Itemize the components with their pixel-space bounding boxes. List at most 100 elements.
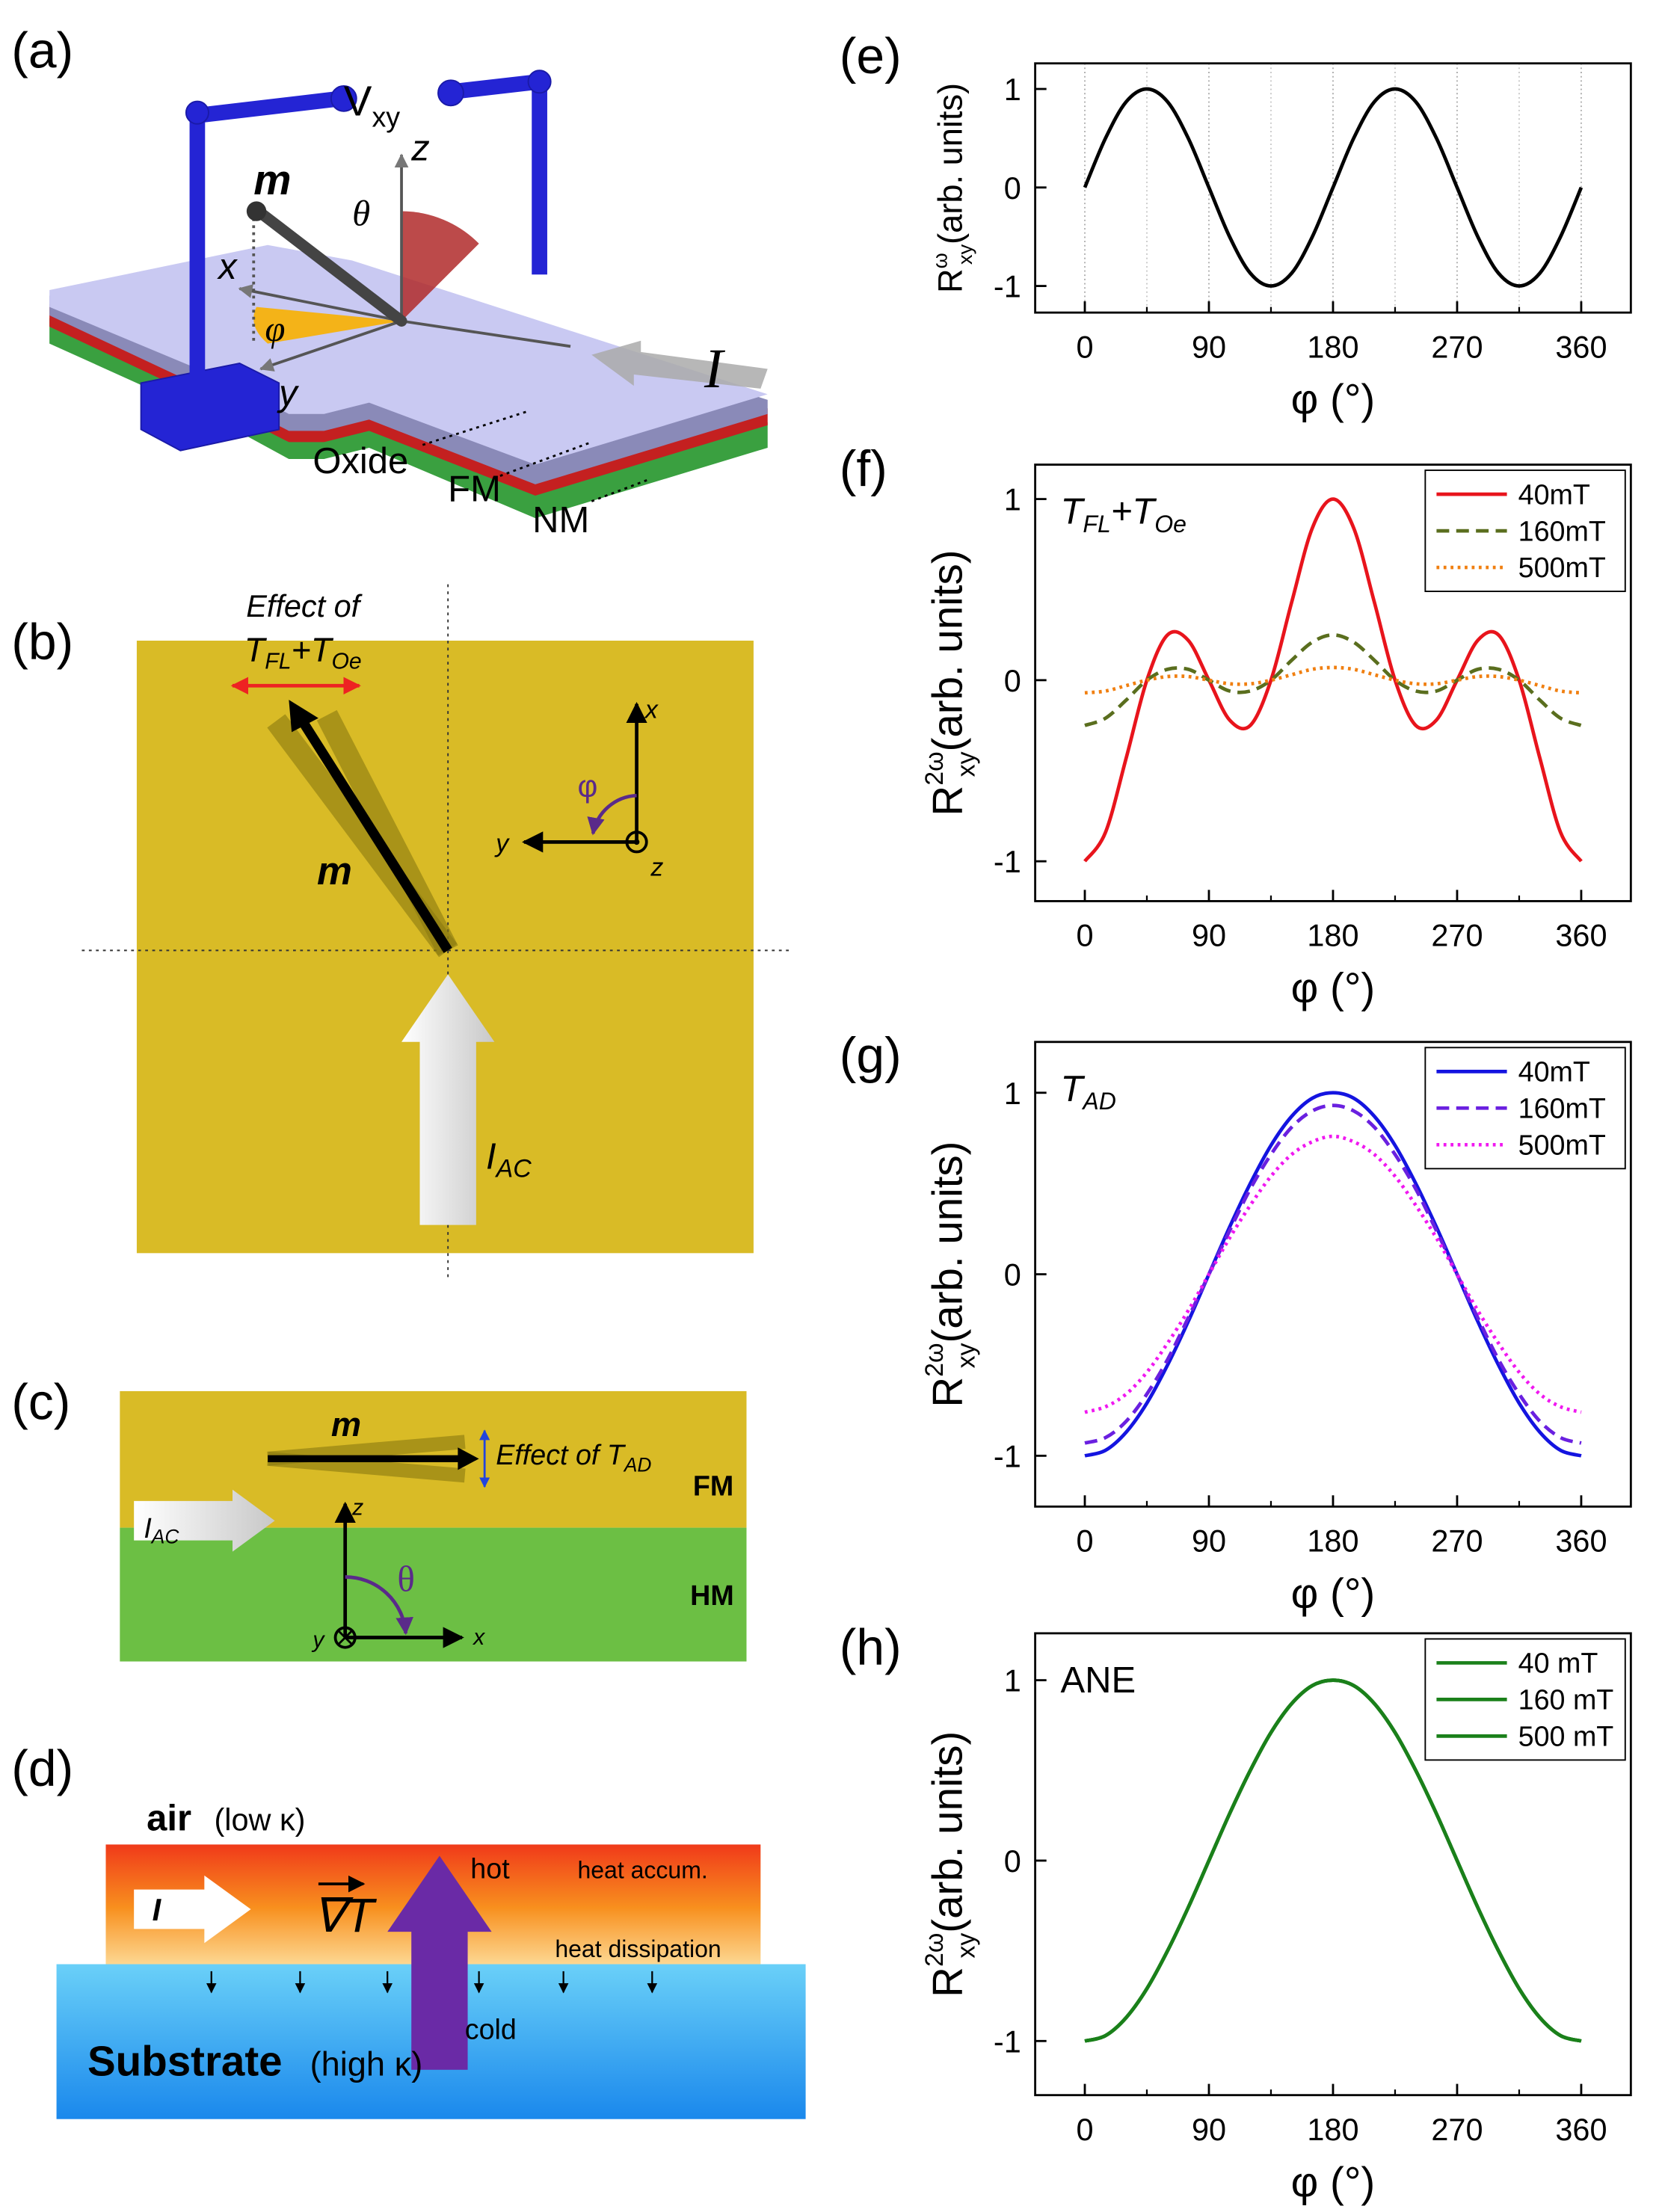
y-axis-title-part: xy bbox=[952, 1933, 981, 1959]
hall-bar bbox=[49, 244, 768, 519]
shape bbox=[437, 79, 464, 107]
y-axis-title: Rω xy(arb. units) bbox=[928, 83, 976, 293]
m-vector bbox=[256, 208, 407, 327]
legend-label: 500mT bbox=[1518, 552, 1606, 583]
label: hot bbox=[470, 1853, 510, 1885]
gradient-arrow bbox=[387, 1855, 492, 2070]
annotation-part: ANE bbox=[1061, 1660, 1136, 1701]
plot-frame bbox=[1034, 1632, 1632, 2097]
y-tick-label: 0 bbox=[1004, 170, 1021, 206]
label: m bbox=[331, 1405, 361, 1444]
plot-frame bbox=[1034, 62, 1632, 314]
text-part: + bbox=[291, 631, 310, 669]
shape bbox=[185, 100, 209, 125]
electrodes bbox=[140, 70, 552, 452]
current-arrow bbox=[134, 1875, 251, 1944]
label: z bbox=[351, 1496, 363, 1521]
theta-arc bbox=[345, 1575, 413, 1636]
x-tick-label: 90 bbox=[1192, 329, 1226, 364]
label: air bbox=[147, 1799, 191, 1839]
line-series bbox=[1083, 87, 1583, 288]
m-tip bbox=[289, 700, 318, 733]
y-tick-label: 0 bbox=[1004, 1843, 1021, 1879]
hm-layer bbox=[120, 1527, 747, 1662]
y-axis-title-part: (arb. units) bbox=[924, 1142, 971, 1343]
y-tick-label: 0 bbox=[1004, 663, 1021, 698]
label: θ bbox=[397, 1558, 414, 1599]
x-tick-label: 180 bbox=[1307, 918, 1358, 953]
label: heat dissipation bbox=[555, 1935, 721, 1962]
x-tick-label: 270 bbox=[1431, 2112, 1483, 2147]
label: φ bbox=[265, 308, 285, 349]
label: Effect of bbox=[246, 588, 363, 623]
annotation-part: Oe bbox=[1154, 511, 1187, 537]
annotation: ANE bbox=[1061, 1660, 1136, 1701]
text-part: T bbox=[244, 631, 268, 669]
label: I bbox=[153, 1892, 162, 1927]
y-axis-title: R2ω xy(arb. units) bbox=[920, 1731, 980, 1997]
label: y bbox=[494, 830, 510, 858]
line-series bbox=[1084, 1134, 1582, 1414]
label: FM bbox=[448, 469, 501, 510]
label: y bbox=[311, 1628, 325, 1653]
shape bbox=[140, 362, 280, 452]
text-part: AC bbox=[495, 1155, 532, 1183]
current-arrow bbox=[134, 1489, 275, 1552]
y-axis-title-part: R bbox=[924, 1967, 971, 1997]
annotation-part: AD bbox=[1081, 1088, 1115, 1115]
annotation-part: FL bbox=[1083, 511, 1110, 537]
plot-frame bbox=[1034, 1041, 1632, 1508]
x-tick-label: 0 bbox=[1076, 918, 1093, 953]
text-part: V bbox=[344, 77, 372, 124]
x-axis-title: φ (°) bbox=[1291, 376, 1376, 423]
legend-label: 500 mT bbox=[1518, 1721, 1614, 1752]
annotation: TFL+TOe bbox=[1061, 492, 1187, 537]
y-axis-title-part: xy bbox=[952, 1343, 981, 1368]
x-tick-label: 270 bbox=[1431, 1524, 1483, 1559]
panel-label: (c) bbox=[11, 1375, 70, 1431]
text-part: I bbox=[144, 1512, 152, 1544]
x-tick-label: 180 bbox=[1307, 1524, 1358, 1559]
annotation-part: T bbox=[1061, 1069, 1086, 1109]
y-axis-title: R2ω xy(arb. units) bbox=[920, 1142, 980, 1408]
m-vector bbox=[294, 712, 452, 953]
x-tick-label: 0 bbox=[1076, 2112, 1093, 2147]
label: I bbox=[704, 338, 726, 400]
label: y bbox=[277, 373, 299, 413]
shape bbox=[196, 90, 342, 123]
x-tick-label: 0 bbox=[1076, 329, 1093, 364]
diagram-c: m Effect of TAD FM HM IAC z θ y x bbox=[120, 1390, 747, 1662]
label: x bbox=[644, 696, 659, 724]
y-tick-label: 1 bbox=[1004, 72, 1021, 107]
x-tick-label: 0 bbox=[1076, 1524, 1093, 1559]
x-axis-title: φ (°) bbox=[1291, 1570, 1376, 1617]
legend-frame bbox=[1424, 1638, 1626, 1761]
label: Oxide bbox=[313, 441, 408, 481]
label: φ bbox=[577, 768, 597, 804]
text-part: FL bbox=[265, 650, 291, 674]
phi-arc bbox=[587, 793, 637, 836]
label: heat accum. bbox=[577, 1857, 707, 1884]
line-series bbox=[1083, 497, 1583, 863]
phi-wedge bbox=[253, 306, 402, 344]
panel-label: (d) bbox=[11, 1740, 73, 1796]
x-tick-label: 360 bbox=[1555, 2112, 1607, 2147]
shape bbox=[49, 244, 768, 465]
m-tip bbox=[246, 201, 267, 221]
shape bbox=[259, 319, 402, 372]
text-part: Oe bbox=[331, 650, 361, 674]
x-tick-label: 90 bbox=[1192, 1524, 1226, 1559]
text-part: AD bbox=[623, 1453, 652, 1476]
legend-label: 40 mT bbox=[1518, 1648, 1598, 1679]
legend-label: 160 mT bbox=[1518, 1684, 1614, 1716]
y-tick-label: 1 bbox=[1004, 1663, 1021, 1698]
label: ∇T bbox=[313, 1888, 377, 1942]
axes bbox=[334, 1501, 464, 1648]
y-tick-label: -1 bbox=[994, 269, 1021, 304]
y-axis-title-part: 2ω bbox=[920, 751, 949, 785]
y-axis-title-part: (arb. units) bbox=[932, 83, 970, 244]
x-tick-label: 360 bbox=[1555, 918, 1607, 953]
y-axis-title-part: xy bbox=[953, 244, 976, 265]
label: x bbox=[217, 247, 238, 287]
